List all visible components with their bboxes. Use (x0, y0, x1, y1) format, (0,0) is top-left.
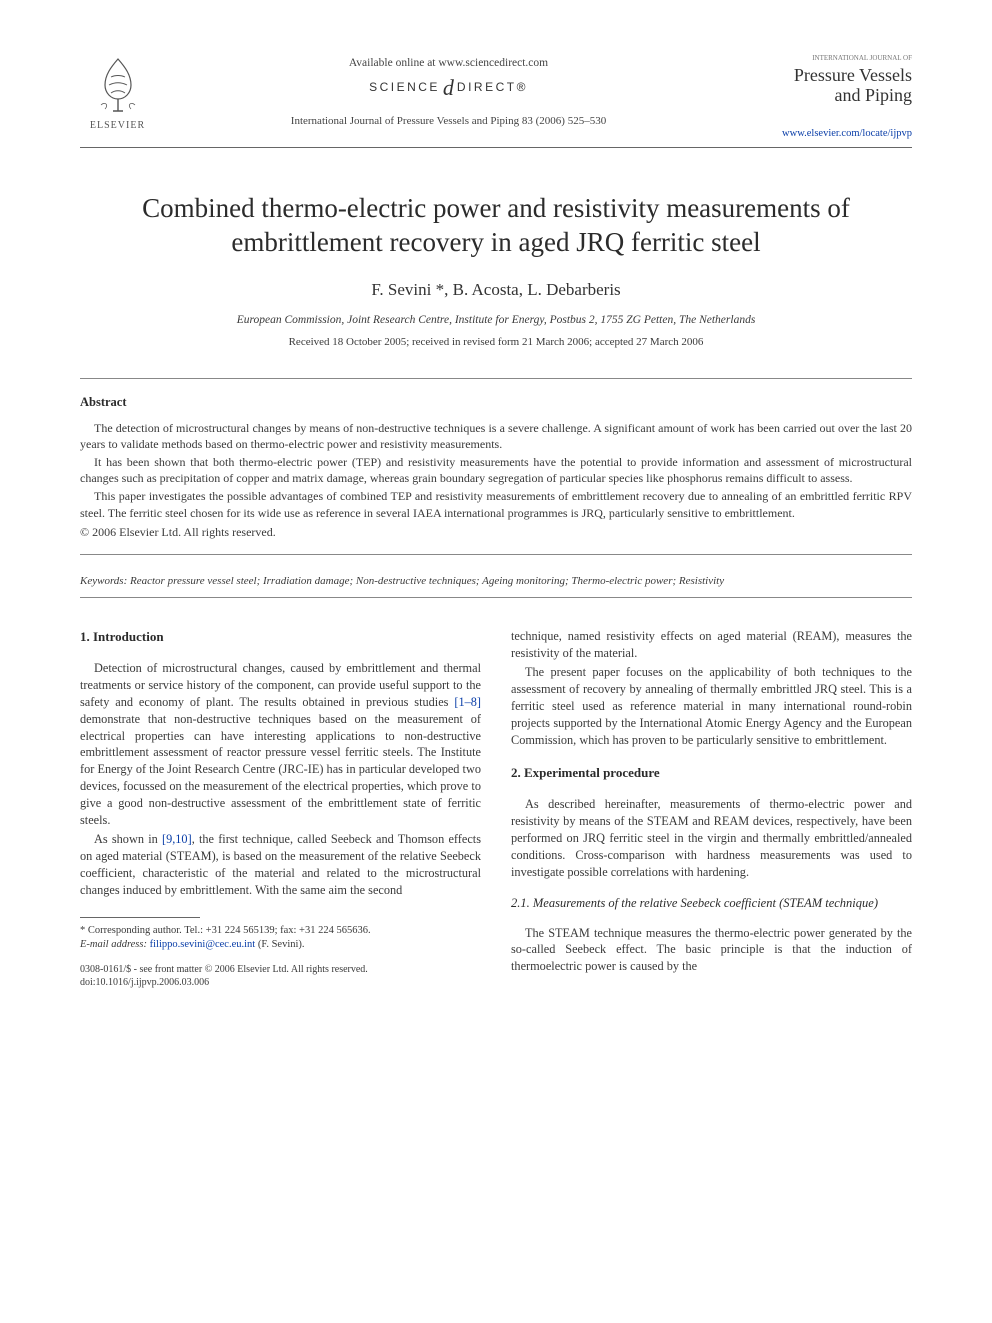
section-1-heading: 1. Introduction (80, 628, 481, 646)
journal-title-l2: and Piping (742, 85, 912, 106)
column-left: 1. Introduction Detection of microstruct… (80, 628, 481, 990)
abstract-section: Abstract The detection of microstructura… (80, 378, 912, 555)
abstract-p1: The detection of microstructural changes… (80, 420, 912, 452)
article-dates: Received 18 October 2005; received in re… (80, 336, 912, 348)
journal-overline: INTERNATIONAL JOURNAL OF (742, 55, 912, 63)
journal-title-l1: Pressure Vessels (742, 65, 912, 86)
keywords-label: Keywords: (80, 575, 127, 587)
doi-block: 0308-0161/$ - see front matter © 2006 El… (80, 963, 481, 990)
authors: F. Sevini *, B. Acosta, L. Debarberis (80, 280, 912, 300)
keywords-line: Keywords: Reactor pressure vessel steel;… (80, 565, 912, 598)
section-2-heading: 2. Experimental procedure (511, 764, 912, 782)
elsevier-tree-icon (91, 55, 145, 113)
abstract-copyright: © 2006 Elsevier Ltd. All rights reserved… (80, 525, 912, 540)
publisher-logo: ELSEVIER (80, 55, 155, 131)
affiliation: European Commission, Joint Research Cent… (80, 314, 912, 326)
email-label: E-mail address: (80, 939, 147, 950)
section-2-1-heading: 2.1. Measurements of the relative Seebec… (511, 895, 912, 912)
abstract-p2: It has been shown that both thermo-elect… (80, 454, 912, 486)
sd-at-icon: d (443, 75, 454, 100)
s1-p2: As shown in [9,10], the first technique,… (80, 831, 481, 899)
ref-9-10[interactable]: [9,10] (162, 832, 192, 846)
center-header: Available online at www.sciencedirect.co… (155, 55, 742, 127)
science-direct-logo: SCIENCEdDIRECT® (155, 75, 742, 101)
ref-1-8[interactable]: [1–8] (454, 695, 481, 709)
available-online: Available online at www.sciencedirect.co… (155, 57, 742, 69)
s1-p1-b: demonstrate that non-destructive techniq… (80, 712, 481, 828)
header-rule (80, 147, 912, 148)
journal-homepage-link[interactable]: www.elsevier.com/locate/ijpvp (742, 128, 912, 139)
sd-right: DIRECT® (457, 80, 528, 94)
s1-p2-a: As shown in (94, 832, 162, 846)
author-email[interactable]: filippo.sevini@cec.eu.int (150, 939, 256, 950)
body-columns: 1. Introduction Detection of microstruct… (80, 628, 912, 990)
s21-p1: The STEAM technique measures the thermo-… (511, 925, 912, 976)
journal-reference: International Journal of Pressure Vessel… (155, 115, 742, 127)
s2-p1: As described hereinafter, measurements o… (511, 796, 912, 881)
article-title: Combined thermo-electric power and resis… (80, 192, 912, 260)
journal-title-box: Pressure Vessels and Piping (742, 65, 912, 106)
keywords-text: Reactor pressure vessel steel; Irradiati… (127, 575, 724, 587)
column-right: technique, named resistivity effects on … (511, 628, 912, 990)
journal-branding: INTERNATIONAL JOURNAL OF Pressure Vessel… (742, 55, 912, 139)
footnote-line2: E-mail address: filippo.sevini@cec.eu.in… (80, 938, 481, 952)
doi-line1: 0308-0161/$ - see front matter © 2006 El… (80, 963, 481, 977)
page-header: ELSEVIER Available online at www.science… (80, 55, 912, 139)
footnote-rule (80, 917, 200, 918)
s1-p1-a: Detection of microstructural changes, ca… (80, 661, 481, 709)
col2-p1: technique, named resistivity effects on … (511, 628, 912, 662)
email-tail: (F. Sevini). (255, 939, 304, 950)
abstract-heading: Abstract (80, 395, 912, 410)
footnote-line1: * Corresponding author. Tel.: +31 224 56… (80, 924, 481, 938)
col2-p2: The present paper focuses on the applica… (511, 664, 912, 749)
s1-p1: Detection of microstructural changes, ca… (80, 660, 481, 830)
doi-line2: doi:10.1016/j.ijpvp.2006.03.006 (80, 976, 481, 990)
publisher-name: ELSEVIER (80, 120, 155, 131)
sd-left: SCIENCE (369, 80, 440, 94)
corresponding-author-note: * Corresponding author. Tel.: +31 224 56… (80, 924, 481, 952)
abstract-p3: This paper investigates the possible adv… (80, 488, 912, 520)
